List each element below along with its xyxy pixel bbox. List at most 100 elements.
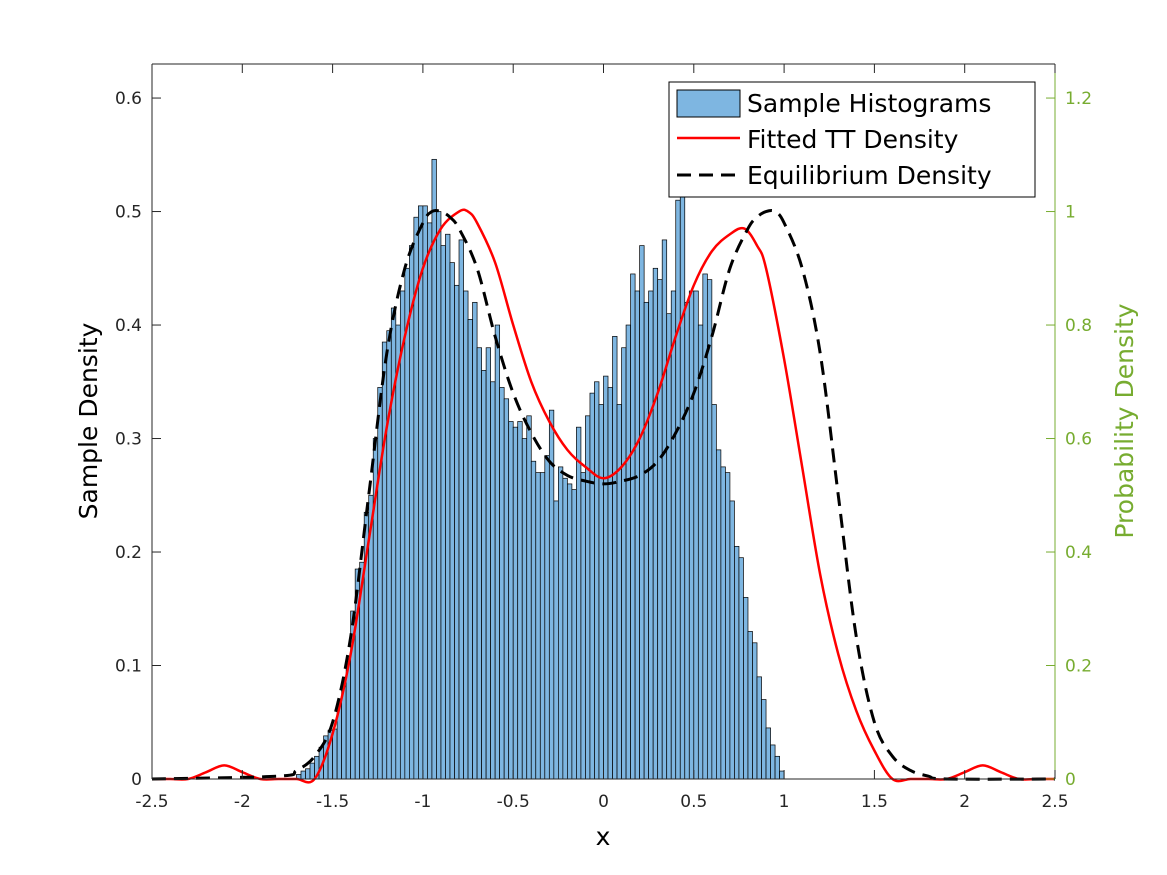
y2-tick-label: 0 xyxy=(1065,770,1076,790)
histogram-bar xyxy=(594,381,600,780)
histogram-bar xyxy=(422,205,428,780)
histogram-bar xyxy=(720,466,726,780)
x-tick-label: -2.5 xyxy=(135,792,168,812)
x-tick-label: -1 xyxy=(414,792,431,812)
legend: Sample Histograms Fitted TT Density Equi… xyxy=(668,81,1036,198)
histogram-bar xyxy=(621,347,627,780)
y2-tick-label: 0.8 xyxy=(1065,316,1092,336)
histogram-bar xyxy=(517,421,523,780)
histogram-bar xyxy=(643,301,650,780)
histogram-bar xyxy=(738,557,744,780)
y-tick-label: 0.1 xyxy=(115,657,142,677)
histogram-bar xyxy=(657,279,663,780)
histogram-bar xyxy=(499,387,505,780)
y2-tick-label: 1.2 xyxy=(1065,89,1092,109)
histogram-bar xyxy=(445,233,451,780)
x-axis-label: x xyxy=(596,822,611,851)
histogram-bar xyxy=(300,770,306,780)
x-tick-label: 2 xyxy=(959,792,970,812)
histogram-bar xyxy=(774,755,780,780)
tick-labels: -2.5 -2 -1.5 -1 -0.5 0 0.5 1 1.5 2 2.500.10.20.30.… xyxy=(115,89,1092,812)
histogram-bar xyxy=(490,381,496,780)
histogram-bar xyxy=(743,597,749,780)
histogram-bar xyxy=(679,188,686,780)
legend-histogram-label: Sample Histograms xyxy=(747,89,991,118)
histogram-bar xyxy=(716,449,722,780)
y-tick-label: 0.2 xyxy=(115,543,142,563)
histogram-bar xyxy=(494,324,501,780)
histogram-bar xyxy=(666,313,672,780)
histogram-bar xyxy=(305,768,311,780)
y2-tick-label: 0.4 xyxy=(1065,543,1092,563)
y-tick-label: 0 xyxy=(131,770,142,790)
histogram-bar xyxy=(427,222,433,780)
histogram-bar xyxy=(332,728,338,780)
histogram-bar xyxy=(418,205,424,780)
histogram-bar xyxy=(779,770,785,780)
histogram-bar xyxy=(557,466,564,780)
histogram-bar xyxy=(652,267,659,780)
histogram-bar xyxy=(571,489,577,780)
histogram-bar xyxy=(377,387,383,780)
histogram-bar xyxy=(770,744,776,780)
histogram-bar xyxy=(503,398,510,780)
histogram-bar xyxy=(688,290,695,780)
legend-equilibrium-label: Equilibrium Density xyxy=(747,161,992,190)
histogram-bar xyxy=(309,762,315,780)
y-tick-label: 0.6 xyxy=(115,89,142,109)
right-y-axis-label: Probability Density xyxy=(1110,303,1139,538)
histogram-bar xyxy=(598,404,604,780)
histogram-bar xyxy=(535,472,541,780)
x-tick-label: -0.5 xyxy=(497,792,530,812)
histogram-bar xyxy=(463,290,469,780)
histogram-bar xyxy=(734,545,740,780)
histogram-bar xyxy=(449,262,455,780)
histogram-bar xyxy=(661,239,668,780)
histogram-bar xyxy=(436,211,442,780)
histogram-bar xyxy=(711,404,717,780)
histogram-bar xyxy=(729,500,735,780)
y2-tick-label: 0.2 xyxy=(1065,657,1092,677)
histogram-bar xyxy=(576,426,582,780)
histogram-bar xyxy=(747,631,753,780)
histogram-bar xyxy=(440,245,446,780)
legend-histogram-swatch xyxy=(676,89,741,118)
histogram-bar xyxy=(589,392,595,780)
histogram-bar xyxy=(395,324,401,780)
x-tick-label: 1 xyxy=(779,792,790,812)
histogram-bar xyxy=(693,290,699,780)
histogram-bar xyxy=(476,347,482,780)
histogram-bar xyxy=(684,301,690,780)
histogram-bar xyxy=(454,284,460,780)
y2-tick-label: 0.6 xyxy=(1065,430,1092,450)
histogram-bar xyxy=(725,472,731,780)
histogram-bar xyxy=(472,301,478,780)
histogram-bar xyxy=(521,438,528,780)
histogram-bar xyxy=(458,239,464,780)
histogram-bar xyxy=(756,676,762,780)
y-tick-label: 0.5 xyxy=(115,203,142,223)
histogram-bar xyxy=(530,460,537,780)
histogram-bar xyxy=(567,483,573,780)
legend-fitted-label: Fitted TT Density xyxy=(747,125,959,154)
y-tick-label: 0.3 xyxy=(115,430,142,450)
x-tick-label: 0.5 xyxy=(680,792,707,812)
histogram-bar xyxy=(765,727,771,780)
histogram-bar xyxy=(404,267,410,780)
histogram-bar xyxy=(580,472,586,780)
histogram-bar xyxy=(539,472,546,780)
histogram-bar xyxy=(512,426,519,780)
histogram-bar xyxy=(381,341,388,780)
histogram-bar xyxy=(634,290,640,780)
histogram-bar xyxy=(485,347,491,780)
histogram-bar xyxy=(761,699,767,780)
histogram-bar xyxy=(467,319,473,780)
histogram-bar xyxy=(508,421,514,780)
histogram-bar xyxy=(553,500,559,780)
histogram-bar xyxy=(697,324,704,780)
histogram-bars xyxy=(296,158,785,780)
x-tick-label: 0 xyxy=(598,792,609,812)
histogram-bar xyxy=(625,324,631,780)
histogram-bar xyxy=(670,290,677,780)
